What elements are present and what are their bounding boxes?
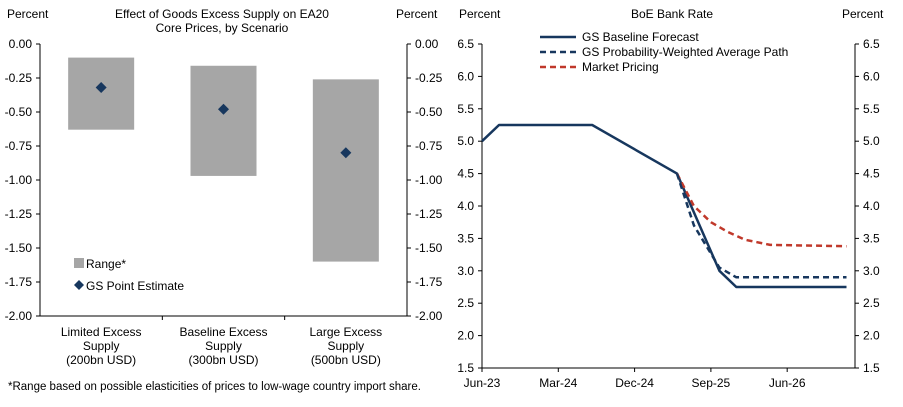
x-category-label: Supply	[205, 339, 242, 353]
y-tick-label: -0.25	[5, 71, 33, 85]
footnote: *Range based on possible elasticities of…	[8, 381, 421, 393]
right-axis-unit-label: Percent	[396, 7, 438, 21]
y-tick-label: 2.0	[457, 329, 474, 343]
y-tick-label: 5.0	[457, 134, 474, 148]
y-tick-label: -1.00	[5, 173, 33, 187]
x-category-label: (500bn USD)	[311, 353, 381, 367]
y-tick-label-right: 6.0	[863, 69, 880, 83]
y-tick-label: 3.5	[457, 231, 474, 245]
x-tick-label: Jun-26	[769, 376, 806, 390]
y-tick-label-right: 3.0	[863, 264, 880, 278]
y-tick-label: 4.5	[457, 167, 474, 181]
chart-title: Core Prices, by Scenario	[156, 21, 289, 35]
y-tick-label-right: 3.5	[863, 231, 880, 245]
point-estimate-marker	[95, 82, 107, 94]
legend-range-label: Range*	[86, 257, 126, 271]
x-category-label: Supply	[83, 339, 120, 353]
y-tick-label-right: -2.00	[415, 309, 443, 323]
range-bar	[190, 65, 257, 176]
y-tick-label: -1.25	[5, 207, 33, 221]
y-tick-label: -0.75	[5, 139, 33, 153]
y-tick-label-right: -0.25	[415, 71, 443, 85]
chart-title: BoE Bank Rate	[631, 7, 713, 21]
series-line	[481, 123, 847, 289]
y-tick-label: 4.0	[457, 199, 474, 213]
right-axis-unit-label: Percent	[842, 7, 884, 21]
series-line	[675, 173, 847, 248]
legend-range-swatch	[74, 258, 84, 268]
x-category-label: Baseline Excess	[179, 325, 267, 339]
y-tick-label-right: -0.75	[415, 139, 443, 153]
x-category-label: Large Excess	[309, 325, 382, 339]
x-category-label: (200bn USD)	[66, 353, 136, 367]
y-tick-label: -1.50	[5, 241, 33, 255]
point-estimate-marker	[218, 103, 229, 115]
y-tick-label-right: -1.25	[415, 207, 443, 221]
chart-title: Effect of Goods Excess Supply on EA20	[115, 7, 329, 21]
x-tick-label: Mar-24	[539, 376, 577, 390]
y-tick-label: -0.50	[5, 105, 33, 119]
series-line	[675, 173, 847, 279]
x-category-label: Limited Excess	[61, 325, 142, 339]
y-tick-label-right: 0.00	[415, 37, 439, 51]
left-axis-unit-label: Percent	[7, 7, 49, 21]
left-axis-unit-label: Percent	[459, 7, 501, 21]
y-tick-label: 2.5	[457, 296, 474, 310]
y-tick-label-right: 6.5	[863, 37, 880, 51]
y-tick-label: 3.0	[457, 264, 474, 278]
y-tick-label: -1.75	[5, 275, 33, 289]
range-bar	[68, 57, 135, 130]
x-category-label: Supply	[327, 339, 364, 353]
x-tick-label: Sep-25	[692, 376, 731, 390]
y-tick-label: 5.5	[457, 102, 474, 116]
legend-label: GS Baseline Forecast	[582, 30, 699, 44]
y-tick-label-right: 2.0	[863, 329, 880, 343]
legend-label: Market Pricing	[582, 60, 659, 74]
y-tick-label-right: 4.5	[863, 167, 880, 181]
legend-label: GS Probability-Weighted Average Path	[582, 45, 788, 59]
y-tick-label-right: -1.50	[415, 241, 443, 255]
x-tick-label: Dec-24	[615, 376, 654, 390]
y-tick-label-right: -1.00	[415, 173, 443, 187]
y-tick-label-right: 5.0	[863, 134, 880, 148]
x-category-label: (300bn USD)	[188, 353, 258, 367]
y-tick-label-right: 1.5	[863, 361, 880, 375]
y-tick-label-right: -0.50	[415, 105, 443, 119]
y-tick-label: -2.00	[5, 309, 33, 323]
y-tick-label-right: -1.75	[415, 275, 443, 289]
point-estimate-marker	[340, 147, 352, 159]
y-tick-label-right: 5.5	[863, 102, 880, 116]
y-tick-label-right: 4.0	[863, 199, 880, 213]
y-tick-label: 6.0	[457, 69, 474, 83]
x-tick-label: Jun-23	[464, 376, 501, 390]
y-tick-label: 6.5	[457, 37, 474, 51]
y-tick-label: 0.00	[9, 37, 33, 51]
range-bar	[312, 79, 379, 262]
y-tick-label: 1.5	[457, 361, 474, 375]
y-tick-label-right: 2.5	[863, 296, 880, 310]
legend-point-swatch	[74, 280, 84, 290]
legend-point-label: GS Point Estimate	[86, 279, 184, 293]
